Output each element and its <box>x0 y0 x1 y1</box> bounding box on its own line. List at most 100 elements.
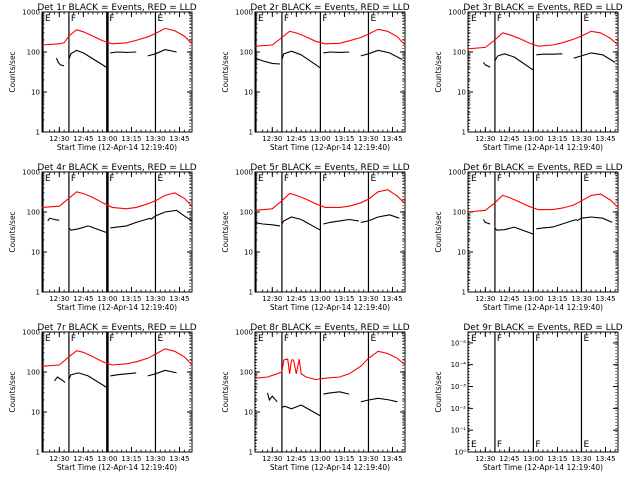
x-tick-label: 13:30 <box>358 455 378 463</box>
x-tick-label: 13:30 <box>358 295 378 303</box>
series-line-lld <box>254 350 406 381</box>
chart-panel: Det 4r BLACK = Events, RED = LLD 1 10 100 10… <box>8 163 197 312</box>
series-line-events <box>110 217 151 229</box>
event-marker-label: F <box>109 334 114 344</box>
x-tick-label: 13:15 <box>121 455 141 463</box>
series-line-events <box>360 214 400 223</box>
y-tick-label: 1 <box>36 449 40 457</box>
event-marker-label: E <box>258 174 264 184</box>
y-tick-label: 1000 <box>235 169 253 177</box>
chart-panel: Det 1r BLACK = Events, RED = LLD 1 10 100 10… <box>8 3 197 152</box>
series-line-events <box>254 221 281 227</box>
series-line-events <box>110 51 137 54</box>
event-marker-label: F <box>109 14 114 24</box>
series-line-events <box>55 57 65 67</box>
series-line-events <box>300 54 321 69</box>
x-tick-label: 13:15 <box>334 455 354 463</box>
y-tick-label: 100 <box>27 49 40 57</box>
series-line-events <box>110 372 137 377</box>
series-line-events <box>323 218 359 225</box>
x-axis-label: Start Time (12-Apr-14 12:19:40) <box>483 463 603 472</box>
series-line-events <box>281 216 302 225</box>
event-marker-label: F <box>535 334 540 344</box>
x-tick-label: 12:30 <box>49 295 69 303</box>
x-tick-label: 12:45 <box>499 135 519 143</box>
x-tick-label: 13:00 <box>97 455 117 463</box>
x-tick-label: 13:15 <box>334 135 354 143</box>
x-tick-label: 13:00 <box>310 135 330 143</box>
y-tick-label: 10⁻³ <box>451 383 467 391</box>
x-tick-label: 12:30 <box>49 135 69 143</box>
event-marker-label: F <box>71 14 76 24</box>
chart-panel: Det 2r BLACK = Events, RED = LLD 1 10 100 10… <box>221 3 410 152</box>
x-axis-label: Start Time (12-Apr-14 12:19:40) <box>57 303 177 312</box>
series-line-lld <box>254 28 406 47</box>
event-marker-label: F <box>284 334 289 344</box>
y-tick-label: 1000 <box>448 9 466 17</box>
series-line-events <box>87 55 108 69</box>
x-tick-label: 13:00 <box>97 135 117 143</box>
plot-frame <box>467 171 619 293</box>
series-line-events <box>300 219 321 231</box>
event-marker-label: E <box>370 174 376 184</box>
y-axis-label: Counts/sec <box>8 51 17 92</box>
event-marker-label: E <box>45 334 51 344</box>
y-tick-label: 1000 <box>448 169 466 177</box>
x-tick-label: 12:30 <box>262 295 282 303</box>
y-axis-label: Counts/sec <box>221 211 230 252</box>
event-marker-label: F <box>497 174 502 184</box>
y-tick-label: 100 <box>240 49 253 57</box>
series-line-events <box>68 372 89 380</box>
x-tick-label: 13:15 <box>121 295 141 303</box>
x-tick-label: 13:45 <box>382 135 402 143</box>
x-tick-label: 12:30 <box>49 455 69 463</box>
y-axis-label: Counts/sec <box>434 371 443 412</box>
x-tick-label: 13:00 <box>523 455 543 463</box>
x-tick-label: 13:30 <box>358 135 378 143</box>
plot-frame <box>254 171 406 293</box>
y-tick-label: 100 <box>453 209 466 217</box>
event-marker-label: E <box>583 440 589 450</box>
event-marker-label: E <box>471 440 477 450</box>
event-marker-label: E <box>471 14 477 24</box>
series-line-lld <box>254 189 406 211</box>
chart-title: Det 9r BLACK = Events, RED = LLD <box>463 323 622 333</box>
chart-panel: Det 6r BLACK = Events, RED = LLD 1 10 100 10… <box>434 163 623 312</box>
series-line-lld <box>41 191 193 210</box>
y-tick-label: 1000 <box>235 329 253 337</box>
x-tick-label: 12:30 <box>475 455 495 463</box>
series-line-events <box>482 62 491 68</box>
event-marker-label: F <box>535 174 540 184</box>
x-axis-label: Start Time (12-Apr-14 12:19:40) <box>270 303 390 312</box>
x-axis-label: Start Time (12-Apr-14 12:19:40) <box>57 143 177 152</box>
x-tick-label: 13:30 <box>145 135 165 143</box>
x-tick-label: 12:45 <box>73 295 93 303</box>
y-tick-label: 100 <box>27 369 40 377</box>
chart-title: Det 1r BLACK = Events, RED = LLD <box>37 3 196 13</box>
series-line-events <box>68 49 89 60</box>
x-tick-label: 13:30 <box>571 295 591 303</box>
x-tick-label: 13:45 <box>169 295 189 303</box>
x-tick-label: 13:15 <box>547 135 567 143</box>
y-tick-label: 10 <box>244 409 253 417</box>
chart-title: Det 5r BLACK = Events, RED = LLD <box>250 163 409 173</box>
series-line-events <box>54 376 66 383</box>
x-tick-label: 12:45 <box>286 295 306 303</box>
y-axis-label: Counts/sec <box>434 51 443 92</box>
event-marker-label: E <box>370 334 376 344</box>
series-line-events <box>494 226 515 231</box>
x-tick-label: 12:45 <box>73 135 93 143</box>
series-line-events <box>254 57 281 65</box>
series-line-events <box>323 391 350 395</box>
x-axis-label: Start Time (12-Apr-14 12:19:40) <box>483 303 603 312</box>
y-tick-label: 1 <box>249 289 253 297</box>
y-tick-label: 10⁰ <box>454 449 466 457</box>
x-tick-label: 13:15 <box>547 455 567 463</box>
event-marker-label: E <box>583 174 589 184</box>
series-line-events <box>513 56 534 71</box>
chart-title: Det 3r BLACK = Events, RED = LLD <box>463 3 622 13</box>
chart-panel: Det 7r BLACK = Events, RED = LLD 1 10 100 10… <box>8 323 197 472</box>
series-line-events <box>47 217 60 222</box>
event-marker-label: F <box>284 14 289 24</box>
